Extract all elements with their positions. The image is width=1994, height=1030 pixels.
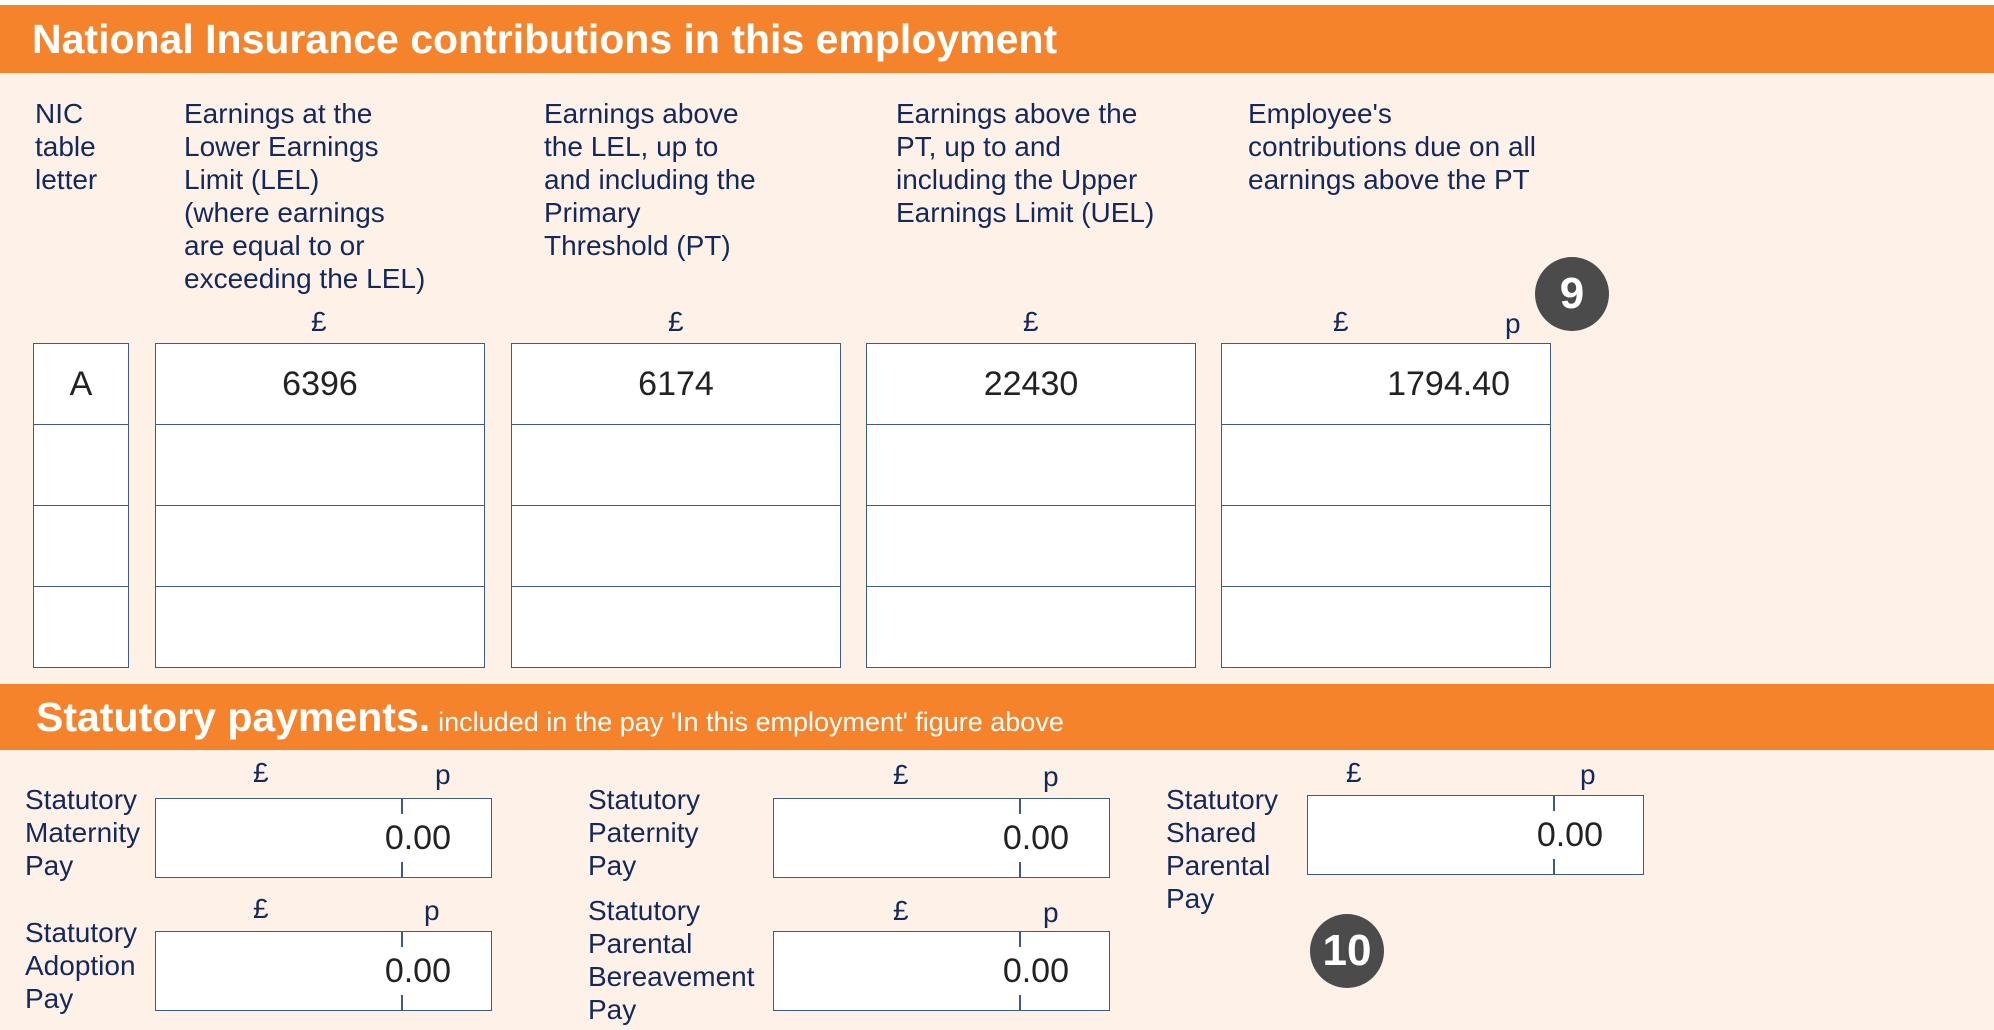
- bereavement-pence-unit: p: [1043, 897, 1059, 928]
- paternity-pence-unit: p: [1043, 761, 1059, 792]
- shared-parental-pound-unit: £: [1346, 757, 1362, 788]
- employee-contributions-cell[interactable]: [1222, 587, 1550, 668]
- pt-to-uel-cell[interactable]: 22430: [867, 344, 1195, 425]
- pence-tick-bottom: [1019, 995, 1021, 1011]
- lel-cell[interactable]: [156, 587, 484, 668]
- nic-letter-column: A: [33, 343, 129, 668]
- lel-to-pt-column: 6174: [511, 343, 841, 668]
- pence-tick-bottom: [1019, 862, 1021, 878]
- maternity-pound-unit: £: [253, 757, 269, 788]
- employee-contributions-cell[interactable]: [1222, 506, 1550, 587]
- unit-pence-contributions: p: [1505, 308, 1521, 339]
- col-header-lel-to-pt: Earnings above the LEL, up to and includ…: [544, 98, 756, 261]
- paternity-pay-label: Statutory Paternity Pay: [588, 784, 701, 881]
- pence-tick-bottom: [401, 862, 403, 878]
- pence-tick-bottom: [401, 995, 403, 1011]
- lel-to-pt-cell[interactable]: [512, 506, 840, 587]
- adoption-pay-label: Statutory Adoption Pay: [25, 917, 138, 1014]
- maternity-pay-label: Statutory Maternity Pay: [25, 784, 141, 881]
- adoption-pence-unit: p: [424, 895, 440, 926]
- adoption-pound-unit: £: [253, 893, 269, 924]
- col-header-lel: Earnings at the Lower Earnings Limit (LE…: [184, 98, 426, 294]
- section-10-badge: 10: [1310, 914, 1384, 988]
- shared-parental-pay-input[interactable]: 0.00: [1307, 795, 1644, 875]
- employee-contributions-column: 1794.40: [1221, 343, 1551, 668]
- nic-letter-cell[interactable]: [34, 506, 128, 587]
- pt-to-uel-column: 22430: [866, 343, 1196, 668]
- paternity-pound-unit: £: [893, 759, 909, 790]
- shared-parental-pence-unit: p: [1580, 759, 1596, 790]
- employee-contributions-cell[interactable]: [1222, 425, 1550, 506]
- shared-parental-pay-label: Statutory Shared Parental Pay: [1166, 784, 1279, 914]
- pence-tick-top: [401, 798, 403, 814]
- section-9-badge: 9: [1535, 257, 1609, 331]
- nic-letter-cell[interactable]: A: [34, 344, 128, 425]
- statutory-section-subtitle: included in the pay 'In this employment'…: [438, 707, 1064, 737]
- maternity-pence-unit: p: [435, 759, 451, 790]
- col-header-employee-contributions: Employee's contributions due on all earn…: [1248, 98, 1536, 195]
- nic-section-title: National Insurance contributions in this…: [0, 5, 1994, 73]
- nic-letter-cell[interactable]: [34, 587, 128, 668]
- pt-to-uel-cell[interactable]: [867, 587, 1195, 668]
- pence-tick-bottom: [1553, 859, 1555, 875]
- statutory-section-header: Statutory payments. included in the pay '…: [0, 684, 1994, 750]
- col-header-pt-to-uel: Earnings above the PT, up to and includi…: [896, 98, 1155, 228]
- pt-to-uel-cell[interactable]: [867, 506, 1195, 587]
- pence-tick-top: [1553, 795, 1555, 811]
- lel-cell[interactable]: 6396: [156, 344, 484, 425]
- paternity-pay-input[interactable]: 0.00: [773, 798, 1110, 878]
- bereavement-pay-input[interactable]: 0.00: [773, 931, 1110, 1011]
- unit-pound-lel-to-pt: £: [668, 306, 684, 337]
- maternity-pay-input[interactable]: 0.00: [155, 798, 492, 878]
- col-header-nic-letter: NIC table letter: [35, 98, 98, 195]
- lel-to-pt-cell[interactable]: [512, 587, 840, 668]
- adoption-pay-input[interactable]: 0.00: [155, 931, 492, 1011]
- pence-tick-top: [1019, 798, 1021, 814]
- lel-column: 6396: [155, 343, 485, 668]
- pence-tick-top: [401, 931, 403, 947]
- unit-pound-contributions: £: [1333, 306, 1349, 337]
- lel-to-pt-cell[interactable]: [512, 425, 840, 506]
- statutory-section-title: Statutory payments.: [36, 694, 431, 740]
- pence-tick-top: [1019, 931, 1021, 947]
- lel-cell[interactable]: [156, 506, 484, 587]
- nic-letter-cell[interactable]: [34, 425, 128, 506]
- lel-cell[interactable]: [156, 425, 484, 506]
- lel-to-pt-cell[interactable]: 6174: [512, 344, 840, 425]
- bereavement-pound-unit: £: [893, 895, 909, 926]
- unit-pound-pt-to-uel: £: [1023, 306, 1039, 337]
- employee-contributions-cell[interactable]: 1794.40: [1222, 344, 1550, 425]
- pt-to-uel-cell[interactable]: [867, 425, 1195, 506]
- bereavement-pay-label: Statutory Parental Bereavement Pay: [588, 895, 755, 1025]
- unit-pound-lel: £: [311, 306, 327, 337]
